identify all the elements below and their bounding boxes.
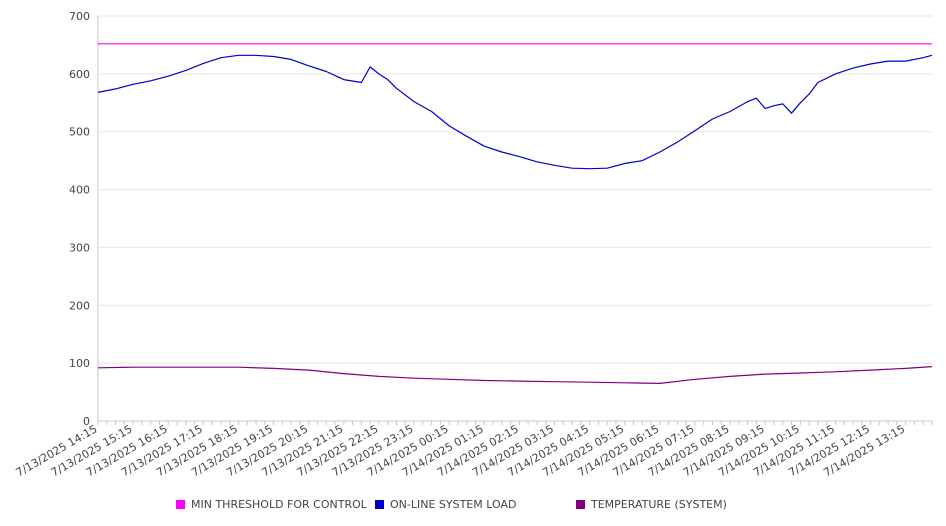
legend-item-system-load[interactable]: ON-LINE SYSTEM LOAD [375, 498, 516, 511]
series-lines [97, 43, 933, 384]
y-tick-label: 0 [83, 415, 90, 428]
legend-swatch-min-threshold [176, 500, 185, 509]
y-tick-label: 100 [69, 357, 90, 370]
legend-label-min-threshold: MIN THRESHOLD FOR CONTROL [191, 498, 367, 511]
x-axis-ticks: 7/13/2025 14:157/13/2025 15:157/13/2025 … [14, 422, 907, 479]
line-chart: 0 100 200 300 400 500 600 700 7/13/2025 14:157/… [14, 10, 933, 479]
legend-swatch-temperature [576, 500, 585, 509]
legend: MIN THRESHOLD FOR CONTROL ON-LINE SYSTEM… [0, 498, 946, 514]
gridlines [98, 15, 932, 364]
legend-label-system-load: ON-LINE SYSTEM LOAD [390, 498, 517, 511]
legend-swatch-system-load [375, 500, 384, 509]
y-axis-ticks: 0 100 200 300 400 500 600 700 [69, 10, 90, 428]
series-line-temperature-system [97, 366, 933, 384]
y-tick-label: 400 [69, 184, 90, 197]
series-line-on-line-system-load [97, 54, 933, 170]
y-tick-label: 600 [69, 68, 90, 81]
axes [97, 16, 933, 425]
y-tick-label: 300 [69, 241, 90, 254]
legend-item-temperature[interactable]: TEMPERATURE (SYSTEM) [576, 498, 727, 511]
y-tick-label: 200 [69, 299, 90, 312]
legend-label-temperature: TEMPERATURE (SYSTEM) [591, 498, 727, 511]
y-tick-label: 500 [69, 126, 90, 139]
legend-item-min-threshold[interactable]: MIN THRESHOLD FOR CONTROL [176, 498, 367, 511]
y-tick-label: 700 [69, 10, 90, 23]
